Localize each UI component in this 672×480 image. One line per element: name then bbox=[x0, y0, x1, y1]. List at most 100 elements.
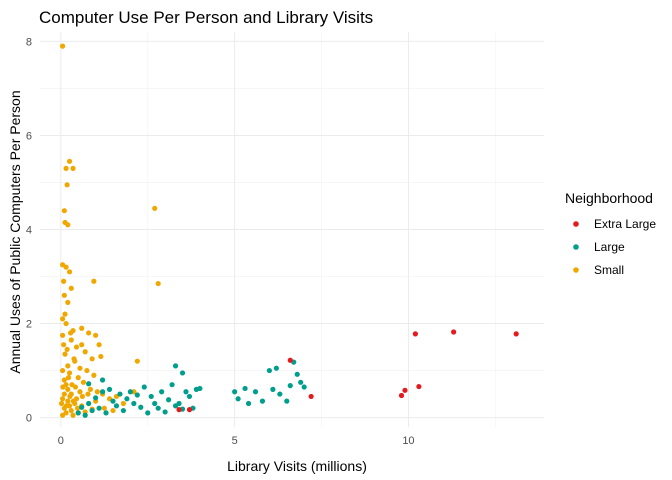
data-point-small bbox=[61, 342, 67, 348]
data-point-small bbox=[70, 165, 76, 171]
x-tick-label: 10 bbox=[402, 435, 414, 447]
data-point-small bbox=[77, 365, 83, 371]
data-point-small bbox=[75, 375, 81, 381]
data-point-small bbox=[63, 410, 69, 416]
data-point-large bbox=[131, 400, 137, 407]
data-point-large bbox=[103, 410, 109, 416]
legend-title: Neighborhood bbox=[565, 190, 653, 206]
data-point-large bbox=[120, 407, 127, 414]
data-point-small bbox=[66, 370, 73, 376]
data-point-large bbox=[134, 392, 140, 398]
data-point-small bbox=[110, 407, 116, 414]
data-point-extra-large bbox=[287, 357, 293, 363]
legend-items: Extra Large Large Small bbox=[573, 217, 656, 277]
data-point-large bbox=[186, 393, 193, 400]
data-point-small bbox=[67, 393, 73, 400]
data-point-small bbox=[94, 389, 100, 395]
data-point-large bbox=[294, 371, 300, 377]
data-point-small bbox=[63, 320, 69, 327]
y-tick-label: 8 bbox=[26, 36, 32, 48]
data-point-small bbox=[61, 292, 67, 298]
data-point-small bbox=[74, 405, 81, 411]
data-point-extra-large bbox=[513, 331, 519, 337]
data-point-large bbox=[75, 410, 81, 416]
data-point-small bbox=[67, 330, 74, 336]
data-point-small bbox=[89, 356, 95, 362]
data-point-small bbox=[80, 379, 87, 385]
data-point-small bbox=[77, 389, 83, 395]
data-point-large bbox=[159, 389, 165, 395]
data-point-large bbox=[145, 410, 151, 416]
data-point-large bbox=[96, 405, 102, 411]
data-point-large bbox=[252, 389, 259, 395]
legend: Neighborhood Extra Large Large Small bbox=[565, 190, 656, 277]
data-point-small bbox=[66, 158, 73, 164]
data-point-large bbox=[183, 389, 189, 395]
data-point-large bbox=[117, 391, 123, 397]
x-axis-title: Library Visits (millions) bbox=[227, 458, 367, 474]
data-point-large bbox=[152, 400, 158, 407]
data-point-large bbox=[138, 404, 144, 410]
y-axis-title: Annual Uses of Public Computers Per Pers… bbox=[7, 90, 23, 373]
data-point-small bbox=[63, 403, 70, 409]
data-point-large bbox=[266, 367, 273, 374]
data-point-small bbox=[58, 400, 65, 407]
data-point-small bbox=[134, 358, 140, 364]
data-point-small bbox=[84, 367, 90, 374]
data-point-small bbox=[61, 278, 67, 284]
data-point-large bbox=[99, 389, 106, 395]
data-point-large bbox=[169, 382, 175, 388]
data-point-small bbox=[68, 337, 74, 343]
data-point-small bbox=[65, 299, 71, 305]
data-point-small bbox=[65, 398, 71, 404]
data-point-small bbox=[71, 356, 77, 362]
data-point-small bbox=[65, 222, 71, 228]
data-point-small bbox=[82, 349, 88, 355]
data-point-large bbox=[287, 383, 293, 389]
legend-label-extra-large: Extra Large bbox=[594, 217, 656, 231]
data-point-small bbox=[63, 264, 69, 270]
y-tick-label: 4 bbox=[26, 225, 32, 237]
data-point-small bbox=[63, 165, 69, 171]
data-point-large bbox=[113, 403, 120, 409]
data-point-extra-large bbox=[451, 329, 457, 335]
data-point-extra-large bbox=[308, 393, 314, 400]
data-point-large bbox=[89, 407, 95, 414]
data-point-small bbox=[70, 412, 76, 418]
data-point-small bbox=[64, 346, 70, 353]
data-point-large bbox=[148, 393, 154, 400]
data-point-small bbox=[61, 208, 67, 214]
data-point-small bbox=[91, 372, 97, 378]
data-point-large bbox=[82, 412, 88, 418]
data-point-small bbox=[66, 269, 73, 275]
data-point-extra-large bbox=[402, 387, 408, 393]
data-point-extra-large bbox=[416, 383, 422, 390]
data-point-extra-large bbox=[186, 407, 193, 413]
data-point-small bbox=[65, 363, 71, 369]
data-points bbox=[58, 43, 519, 418]
data-point-small bbox=[61, 377, 67, 383]
data-point-small bbox=[65, 386, 71, 392]
data-point-large bbox=[270, 386, 276, 392]
data-point-small bbox=[59, 43, 66, 49]
data-point-small bbox=[79, 393, 86, 400]
data-point-large bbox=[284, 398, 290, 404]
data-point-large bbox=[172, 363, 179, 369]
data-point-small bbox=[59, 316, 66, 322]
x-tick-label: 0 bbox=[58, 435, 64, 447]
data-point-large bbox=[79, 404, 85, 410]
data-point-small bbox=[68, 407, 74, 414]
legend-key-small bbox=[573, 267, 579, 273]
data-point-extra-large bbox=[412, 331, 418, 337]
y-tick-label: 0 bbox=[26, 413, 32, 425]
data-point-large bbox=[110, 398, 116, 404]
data-point-small bbox=[85, 391, 91, 397]
data-point-small bbox=[120, 400, 127, 407]
data-point-small bbox=[70, 398, 76, 404]
data-point-large bbox=[259, 398, 266, 404]
data-point-large bbox=[301, 384, 307, 390]
data-point-small bbox=[79, 342, 85, 348]
chart-title: Computer Use Per Person and Library Visi… bbox=[39, 8, 373, 27]
data-point-large bbox=[197, 385, 203, 392]
